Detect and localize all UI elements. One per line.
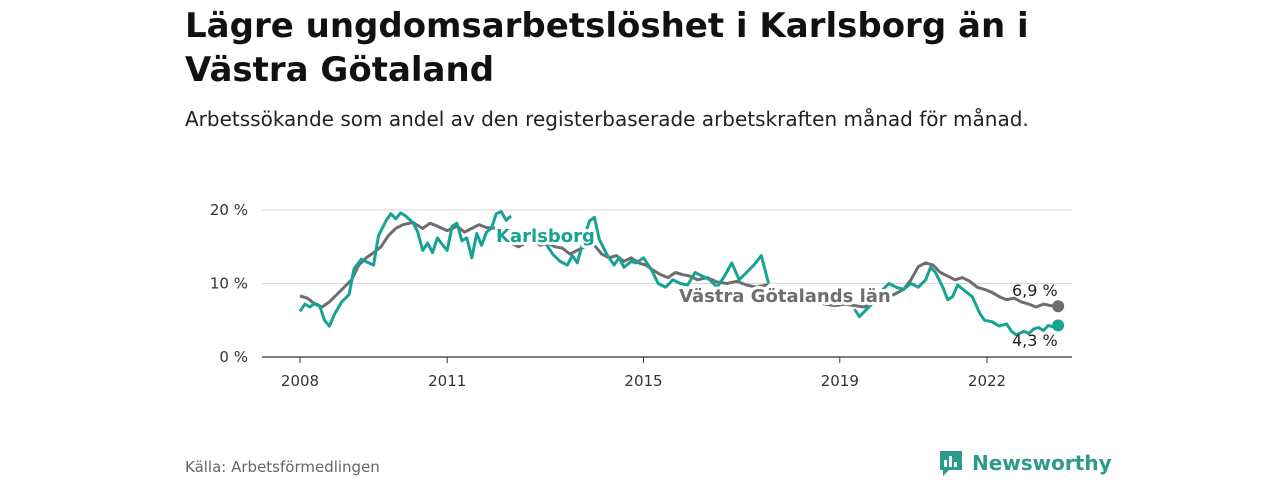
endpoint-karlsborg <box>1052 319 1065 332</box>
series-line-karlsborg-part-1 <box>298 210 513 328</box>
series-line-karlsborg-part-3 <box>853 265 1059 337</box>
series-line-vastra-gotaland <box>299 221 1059 309</box>
y-tick-label: 10 % <box>210 275 248 293</box>
brand-name: Newsworthy <box>972 451 1112 475</box>
series-label-vastra-gotaland-text: Västra Götalands län <box>679 286 891 307</box>
series-label-vastra-gotaland-halo: Västra Götalands län <box>679 286 891 307</box>
endpoint-vastra-gotaland <box>1052 300 1065 313</box>
y-tick-label: 0 % <box>219 348 248 366</box>
series-label-karlsborg-halo: Karlsborg <box>496 226 595 247</box>
x-tick-label: 2011 <box>428 372 466 390</box>
series-layer <box>298 210 1065 337</box>
x-tick-label: 2015 <box>624 372 662 390</box>
brand-logo[interactable]: Newsworthy <box>938 449 1112 477</box>
axis-layer: 0 % 10 % 20 % 2008 2011 2015 2019 2022 <box>210 201 1072 390</box>
end-value-karlsborg: 4,3 % <box>1012 331 1058 350</box>
chart-title: Lägre ungdomsarbetslöshet i Karlsborg än… <box>185 6 1029 90</box>
x-tick-label: 2022 <box>968 372 1006 390</box>
y-tick-label: 20 % <box>210 201 248 219</box>
x-tick-label: 2008 <box>281 372 319 390</box>
newsworthy-logo-icon <box>940 451 962 476</box>
grid-layer <box>262 209 1072 284</box>
end-value-vastra-gotaland: 6,9 % <box>1012 281 1058 300</box>
x-tick-label: 2019 <box>821 372 859 390</box>
series-label-karlsborg-text: Karlsborg <box>496 226 595 247</box>
series-line-karlsborg-part-2 <box>537 215 771 289</box>
source-note: Källa: Arbetsförmedlingen <box>185 458 380 476</box>
chart-subtitle: Arbetssökande som andel av den registerb… <box>185 107 1029 131</box>
